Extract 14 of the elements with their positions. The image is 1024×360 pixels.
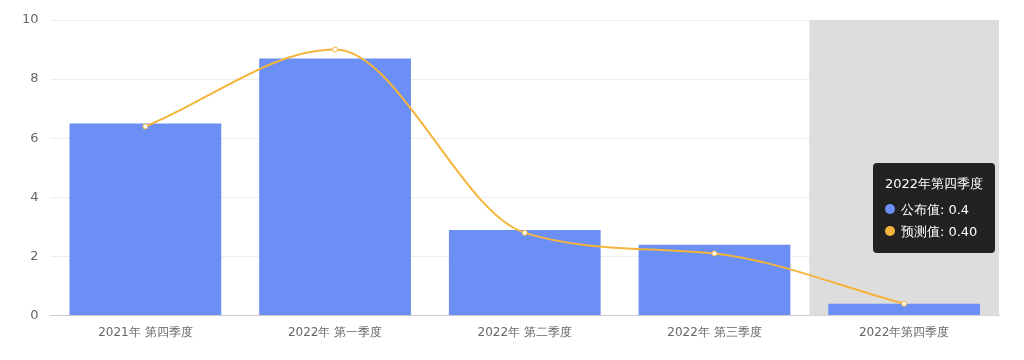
x-tick-label: 2021年 第四季度 bbox=[98, 324, 193, 339]
x-tick-label: 2022年第四季度 bbox=[858, 324, 950, 339]
y-tick-label: 4 bbox=[30, 188, 39, 204]
y-tick-label: 6 bbox=[30, 129, 39, 145]
y-tick-label: 10 bbox=[22, 11, 39, 27]
annotation: 公布值: 0.4 bbox=[899, 200, 971, 219]
y-tick-label: 0 bbox=[30, 306, 39, 322]
y-tick-label: 8 bbox=[30, 70, 39, 86]
x-tick-label: 2022年 第二季度 bbox=[477, 324, 572, 339]
y-tick-label: 2 bbox=[30, 247, 39, 263]
x-tick-label: 2022年 第三季度 bbox=[667, 324, 762, 339]
x-tick-label: 2022年 第一季度 bbox=[287, 324, 383, 339]
annotation: 预测值: 0.40 bbox=[899, 222, 979, 241]
annotation: 2022年第四季度 bbox=[884, 174, 983, 193]
